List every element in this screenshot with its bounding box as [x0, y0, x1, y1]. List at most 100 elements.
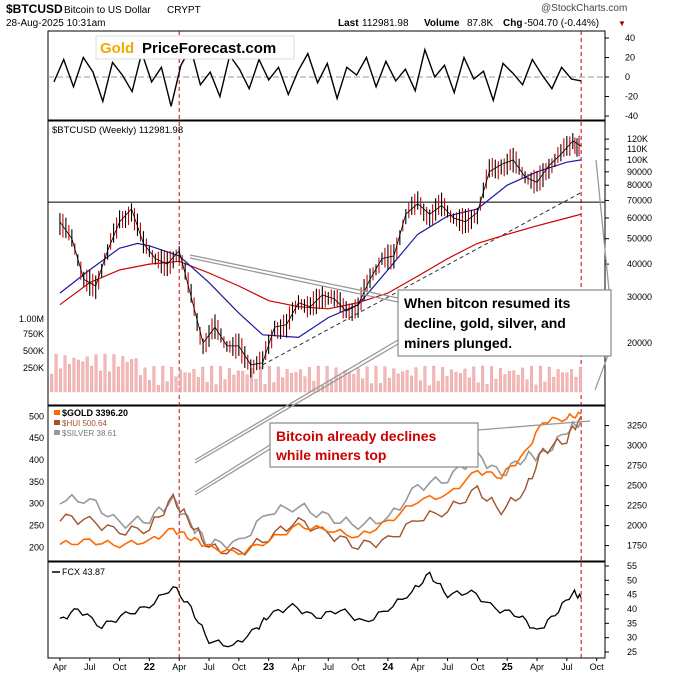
volume-bar — [316, 365, 320, 393]
fcx-y-tick: 40 — [627, 604, 637, 614]
volume-y-tick: 500K — [23, 346, 44, 356]
annotation-1-line-3: miners plunged. — [404, 335, 512, 351]
volume-bar — [441, 367, 445, 393]
volume-bar — [276, 366, 280, 393]
metals-left-y-tick: 400 — [29, 455, 44, 465]
metals-right-y-tick: 2250 — [627, 501, 647, 511]
metals-right-y-tick: 2500 — [627, 481, 647, 491]
legend-fcx: FCX 43.87 — [62, 567, 105, 577]
volume-bar — [161, 365, 165, 393]
annotation-callout-line — [194, 339, 399, 461]
volume-bar — [401, 371, 405, 393]
volume-bar — [227, 367, 231, 393]
x-tick-label: Oct — [351, 662, 366, 672]
volume-bar — [578, 366, 582, 393]
volume-bar — [392, 368, 396, 393]
volume-bar — [259, 366, 262, 393]
volume-bar — [423, 366, 427, 393]
x-tick-label: Apr — [530, 662, 544, 672]
volume-bar — [365, 366, 369, 393]
metals-left-y-tick: 450 — [29, 433, 44, 443]
volume-bar — [525, 379, 529, 393]
volume-bar — [196, 377, 200, 393]
metals-left-y-tick: 250 — [29, 520, 44, 530]
volume-bar — [458, 373, 462, 393]
volume-bars — [50, 353, 582, 393]
volume-bar — [50, 373, 54, 393]
volume-bar — [445, 376, 449, 393]
moving-average-blue — [59, 159, 582, 339]
x-tick-label: Jul — [84, 662, 96, 672]
x-tick-label: 24 — [382, 662, 394, 673]
volume-value: 87.8K — [467, 18, 493, 29]
header-date: 28-Aug-2025 10:31am — [6, 18, 106, 29]
grid-lines — [48, 31, 605, 658]
metals-right-y-tick: 1750 — [627, 541, 647, 551]
volume-bar — [565, 372, 569, 393]
fcx-y-tick: 55 — [627, 561, 637, 571]
volume-bar — [538, 365, 542, 393]
price-y-tick: 100K — [627, 155, 648, 165]
volume-bar — [94, 354, 98, 393]
fcx-y-tick: 50 — [627, 575, 637, 585]
annotation-1-line-2: decline, gold, silver, and — [404, 315, 566, 331]
volume-label: Volume — [424, 18, 460, 29]
metals-left-y-tick: 500 — [29, 411, 44, 421]
volume-bar — [552, 376, 556, 393]
volume-bar — [556, 369, 560, 393]
price-y-tick: 70000 — [627, 195, 652, 205]
volume-bar — [370, 383, 374, 393]
annotation-callouts — [189, 159, 611, 496]
volume-bar — [374, 365, 378, 393]
x-tick-label: Apr — [411, 662, 425, 672]
volume-bar — [285, 368, 289, 393]
volume-bar — [59, 368, 63, 393]
volume-bar — [463, 368, 467, 393]
price-y-tick: 60000 — [627, 213, 652, 223]
volume-bar — [503, 374, 507, 393]
volume-bar — [405, 370, 409, 393]
price-y-tick: 30000 — [627, 292, 652, 302]
fcx-y-tick: 25 — [627, 647, 637, 657]
x-tick-label: Oct — [470, 662, 485, 672]
momentum-y-tick: 0 — [625, 72, 630, 82]
volume-bar — [263, 384, 267, 393]
x-tick-label: 23 — [263, 662, 275, 673]
volume-bar — [516, 375, 520, 393]
volume-bar — [179, 369, 182, 393]
legend-hui: $HUI 500.64 — [62, 419, 107, 428]
fcx-line — [59, 571, 582, 648]
volume-bar — [561, 372, 565, 393]
metals-left-y-tick: 300 — [29, 499, 44, 509]
watermark: @StockCharts.com — [541, 3, 627, 14]
volume-bar — [272, 382, 276, 393]
x-tick-label: Oct — [113, 662, 128, 672]
last-label: Last — [338, 18, 359, 29]
volume-bar — [490, 366, 493, 393]
price-y-tick: 90000 — [627, 167, 652, 177]
last-value: 112981.98 — [362, 18, 409, 29]
volume-bar — [290, 373, 294, 393]
volume-bar — [68, 363, 71, 393]
volume-bar — [72, 357, 76, 393]
volume-bar — [432, 365, 436, 393]
volume-bar — [254, 379, 258, 393]
volume-bar — [534, 384, 538, 393]
volume-bar — [90, 365, 94, 393]
momentum-y-tick: 40 — [625, 33, 635, 43]
volume-bar — [174, 376, 178, 393]
metals-right-y-tick: 2750 — [627, 461, 647, 471]
x-tick-label: Apr — [172, 662, 186, 672]
volume-bar — [410, 375, 414, 393]
legend-hui-swatch — [54, 420, 60, 425]
volume-bar — [450, 369, 453, 393]
volume-bar — [530, 366, 533, 393]
volume-bar — [547, 366, 551, 393]
volume-bar — [414, 367, 418, 393]
x-tick-label: Apr — [291, 662, 305, 672]
volume-bar — [512, 370, 516, 393]
volume-bar — [210, 365, 214, 393]
metals-left-y-tick: 350 — [29, 477, 44, 487]
annotation-2-line-2: while miners top — [275, 447, 386, 463]
